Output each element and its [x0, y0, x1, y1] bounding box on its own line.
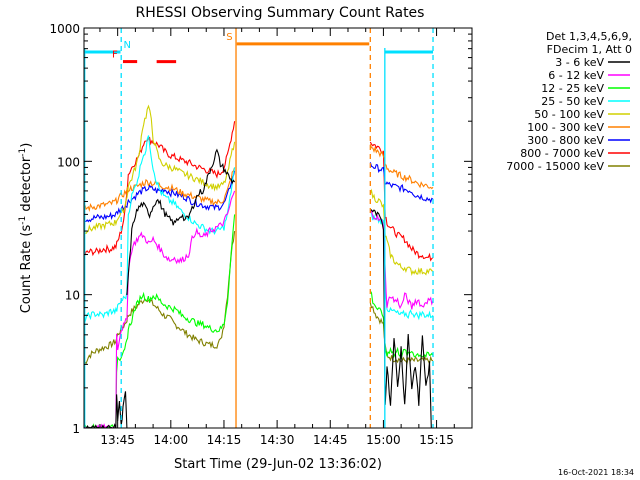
y-axis-label: Count Rate (s-1 detector-1): [18, 143, 34, 314]
x-tick-label-2: 14:15: [207, 433, 242, 447]
legend-label-8: 7000 - 15000 keV: [506, 160, 604, 173]
series-0-segment-0: [84, 391, 128, 428]
legend-label-3: 25 - 50 keV: [541, 95, 604, 108]
series-4-segment-1: [369, 188, 434, 276]
x-tick-label-1: 14:00: [154, 433, 189, 447]
series-3-segment-0: [84, 135, 236, 324]
series-8-segment-1: [369, 302, 434, 366]
legend-header-1: Det 1,3,4,5,6,9,: [546, 30, 632, 43]
series-5-segment-1: [369, 144, 434, 190]
series-1-segment-1: [369, 209, 434, 310]
axes: 1 10 100 1000 13:45 14:00 14:15 14:30 14:45 15:00…: [49, 22, 472, 447]
x-tick-label-5: 15:00: [366, 433, 401, 447]
series-6-segment-0: [84, 170, 236, 223]
flag-label-N: N: [124, 40, 131, 51]
x-tick-label-0: 13:45: [100, 433, 135, 447]
plot-area: NF S: [84, 28, 434, 428]
legend-label-0: 3 - 6 keV: [555, 56, 604, 69]
legend-label-2: 12 - 25 keV: [541, 82, 604, 95]
y-axis-label-main: Count Rate (s: [19, 225, 34, 314]
timestamp: 16-Oct-2021 18:34: [558, 468, 634, 477]
x-axis-label: Start Time (29-Jun-02 13:36:02): [174, 457, 382, 472]
series-7-segment-1: [369, 141, 434, 262]
y-axis-label-sup2: -1: [18, 148, 28, 157]
series-6-segment-1: [369, 162, 434, 204]
series-3-segment-1: [370, 212, 434, 321]
y-tick-label-2: 100: [57, 155, 80, 169]
y-tick-label-1: 10: [65, 289, 80, 303]
flag-label-F: F: [112, 50, 118, 61]
y-axis-label-sup1: -1: [18, 216, 28, 225]
y-axis-label-mid: detector: [19, 156, 34, 216]
y-axis-label-end: ): [19, 143, 34, 148]
series-4-segment-0: [84, 104, 236, 235]
plot-frame: [83, 27, 473, 429]
chart-title: RHESSI Observing Summary Count Rates: [136, 5, 425, 21]
y-tick-label-3: 1000: [49, 22, 80, 36]
x-tick-label-6: 15:15: [419, 433, 454, 447]
legend-label-5: 100 - 300 keV: [527, 121, 604, 134]
legend-label-4: 50 - 100 keV: [534, 108, 604, 121]
y-tick-label-0: 1: [72, 422, 80, 436]
legend-label-1: 6 - 12 keV: [548, 69, 604, 82]
legend-label-6: 300 - 800 keV: [527, 134, 604, 147]
legend-label-7: 800 - 7000 keV: [520, 147, 604, 160]
series-8-segment-0: [84, 231, 236, 365]
series-0-segment-1: [126, 148, 236, 296]
legend-header-2: FDecim 1, Att 0: [547, 43, 632, 56]
series-7-segment-0: [84, 121, 236, 257]
series-2-segment-0: [84, 214, 236, 428]
x-tick-label-3: 14:30: [260, 433, 295, 447]
legend: Det 1,3,4,5,6,9, FDecim 1, Att 0 3 - 6 k…: [506, 30, 632, 173]
x-tick-label-4: 14:45: [313, 433, 348, 447]
series-1-segment-0: [84, 190, 236, 428]
flag-label-S: S: [226, 32, 232, 43]
series-2-segment-1: [369, 290, 434, 360]
series-0-segment-2: [369, 208, 432, 428]
